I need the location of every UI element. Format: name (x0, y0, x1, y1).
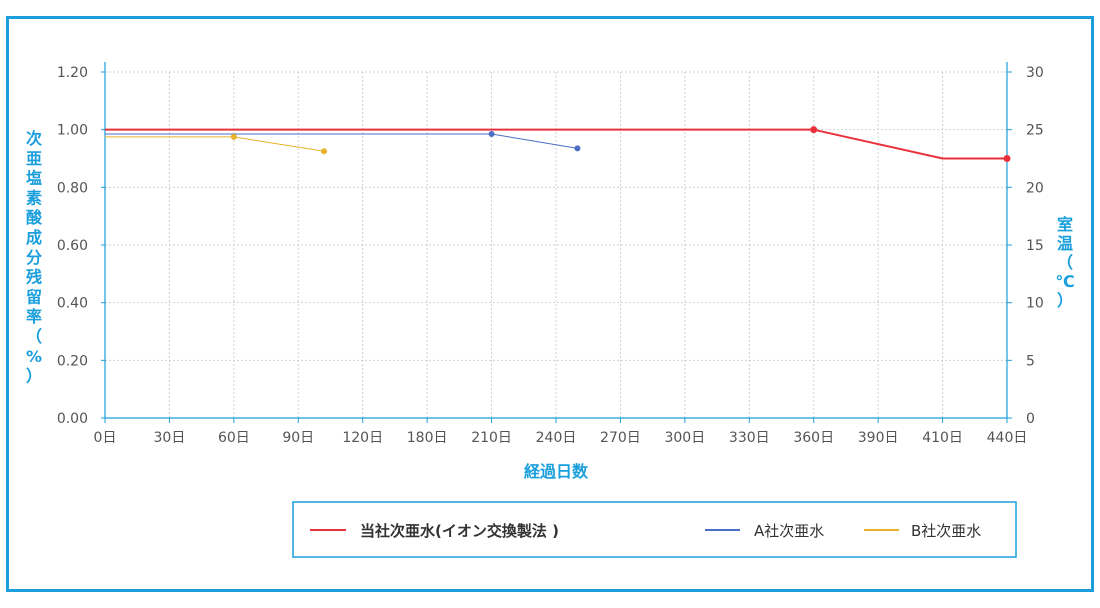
y2-axis-title-char: ） (1057, 291, 1073, 310)
y-tick-label: 1.00 (57, 123, 88, 139)
y2-tick-label: 0 (1026, 411, 1035, 427)
y2-tick-label: 20 (1026, 180, 1044, 196)
y2-axis-title-char: ℃ (1055, 272, 1074, 291)
legend: 当社次亜水(イオン交換製法 ) A社次亜水 B社次亜水 (292, 501, 1017, 558)
x-tick-label: 30日 (154, 430, 186, 446)
series-line-1 (105, 133, 578, 149)
y-axis-title-char: 分 (26, 248, 42, 267)
y-tick-label: 0.80 (57, 180, 88, 196)
y-axis-title-char: ） (26, 367, 42, 386)
axes (101, 62, 1012, 423)
legend-label-2: B社次亜水 (911, 522, 981, 540)
tick-labels: 0日 30日 60日 90日 120日 180日 210日 240日 270日 300日 330日 3… (57, 65, 1044, 446)
x-tick-label: 390日 (858, 430, 899, 446)
y-axis-title-char: 塩 (26, 169, 42, 188)
x-tick-label: 270日 (600, 430, 641, 446)
chart-frame (6, 16, 1094, 592)
x-tick-label: 90日 (282, 430, 314, 446)
x-tick-label: 360日 (793, 430, 834, 446)
y-axis-title-char: 次 (26, 129, 42, 148)
x-tick-label: 330日 (729, 430, 770, 446)
series-layer (105, 126, 1011, 162)
series-line-0 (105, 128, 1007, 160)
legend-label-1: A社次亜水 (754, 522, 824, 540)
y-axis-title-char: 亜 (26, 149, 42, 168)
y-tick-label: 0.00 (57, 411, 88, 427)
series-line-2 (105, 136, 325, 152)
y2-axis-title-char: （ (1057, 253, 1073, 272)
y-axis-title-char: 成 (26, 228, 42, 247)
x-tick-label: 440日 (987, 430, 1028, 446)
x-tick-label: 300日 (664, 430, 705, 446)
series-point-1 (488, 130, 495, 137)
series-point-0 (810, 126, 818, 134)
series-point-2 (321, 148, 328, 155)
legend-label-0: 当社次亜水(イオン交換製法 ) (360, 522, 559, 540)
y-tick-label: 1.20 (57, 65, 88, 81)
y-axis-title-char: % (26, 347, 42, 366)
x-tick-label: 0日 (94, 430, 117, 446)
x-tick-label: 210日 (471, 430, 512, 446)
series-point-2 (230, 133, 237, 140)
x-tick-label: 240日 (536, 430, 577, 446)
y-axis-title-char: （ (26, 327, 42, 346)
x-axis-title: 経過日数 (524, 462, 589, 481)
y2-tick-label: 30 (1026, 65, 1044, 81)
x-tick-label: 60日 (218, 430, 250, 446)
y2-tick-label: 25 (1026, 123, 1044, 139)
y-tick-label: 0.40 (57, 296, 88, 312)
series-point-1 (574, 145, 581, 152)
y2-tick-label: 15 (1026, 238, 1044, 254)
series-point-0 (1003, 155, 1011, 162)
y-tick-label: 0.20 (57, 353, 88, 369)
x-tick-label: 120日 (342, 430, 383, 446)
y-tick-label: 0.60 (57, 238, 88, 254)
x-tick-label: 180日 (407, 430, 448, 446)
y-axis-title-char: 留 (26, 287, 42, 306)
y-axis-title-char: 残 (26, 268, 42, 287)
y-axis-title-char: 率 (26, 307, 42, 326)
y2-tick-label: 10 (1026, 296, 1044, 312)
grid (105, 71, 1008, 418)
y2-axis-title-char: 室 (1057, 215, 1073, 234)
y-axis-title-char: 素 (26, 188, 42, 207)
y2-tick-label: 5 (1026, 353, 1035, 369)
y-axis-title-char: 酸 (26, 208, 43, 227)
y2-axis-title-char: 温 (1056, 234, 1073, 253)
x-tick-label: 410日 (922, 430, 963, 446)
